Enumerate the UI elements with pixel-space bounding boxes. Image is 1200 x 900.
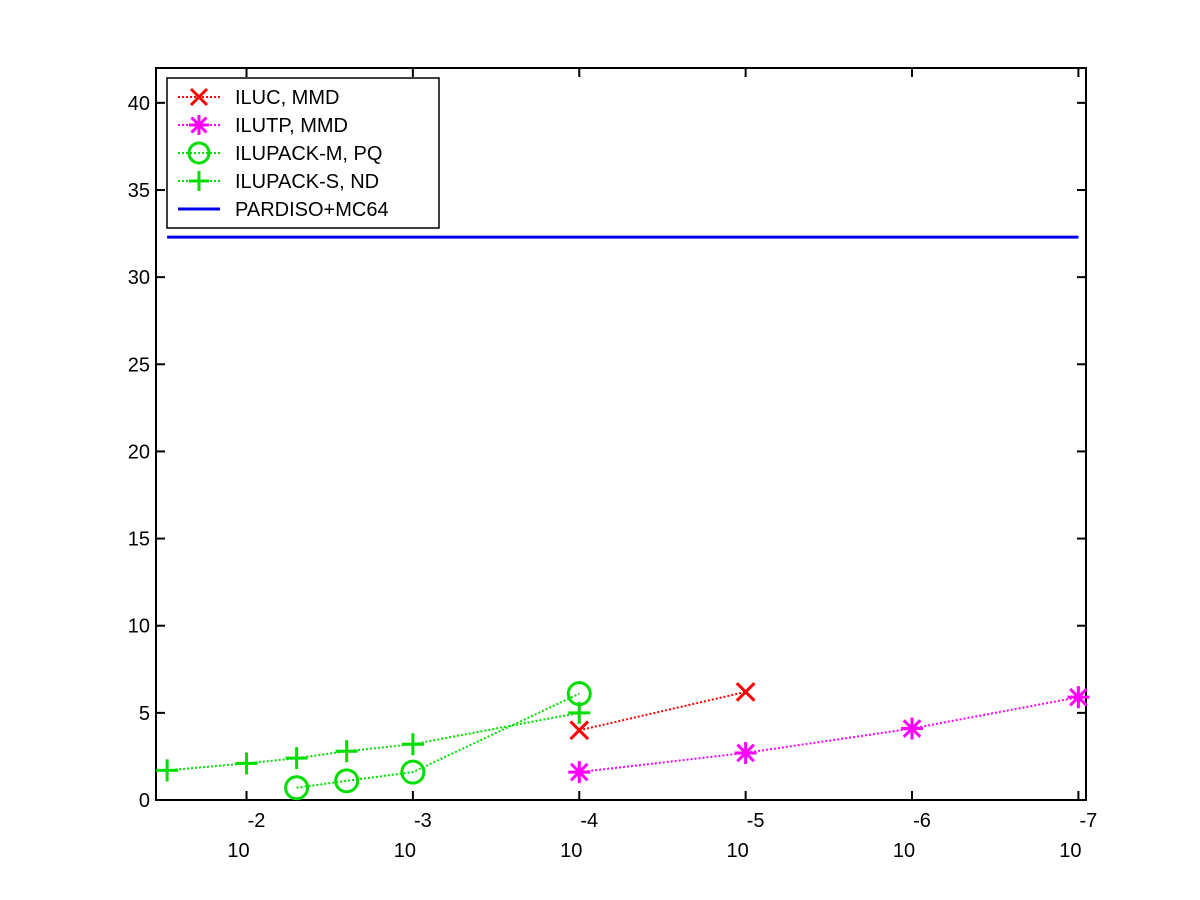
- legend-label: ILUPACK-M, PQ: [235, 143, 382, 165]
- y-tick-label: 40: [128, 93, 150, 115]
- data-point: [735, 682, 756, 702]
- x-tick-exponent: -5: [747, 810, 765, 832]
- legend: ILUC, MMD ILUTP, MMD ILUPACK-M, PQ ILUPACK-…: [166, 77, 440, 229]
- legend-marker: [189, 87, 209, 107]
- series-line: [579, 696, 1079, 774]
- data-point: [235, 752, 258, 775]
- data-point: [569, 720, 590, 741]
- axis-ticks: 0 5 10 15 20 25 30 35 40 10 -2 10 -3 10 -4 10 -5 10 -6 10 -7: [128, 68, 1097, 862]
- legend-label: ILUPACK-S, ND: [235, 171, 379, 193]
- x-tick-exponent: -3: [414, 810, 432, 832]
- data-point: [568, 761, 591, 784]
- x-tick-exponent: -4: [580, 810, 598, 832]
- data-point: [335, 740, 358, 763]
- x-tick-base: 10: [227, 840, 249, 862]
- data-point: [284, 775, 310, 801]
- y-tick-label: 30: [128, 267, 150, 289]
- legend-marker: [189, 115, 209, 135]
- x-tick-base: 10: [1059, 840, 1081, 862]
- legend-label: ILUTP, MMD: [235, 115, 348, 137]
- x-tick-exponent: -7: [1079, 810, 1097, 832]
- y-tick-label: 10: [128, 616, 150, 638]
- series-group: [156, 235, 1090, 801]
- y-tick-label: 15: [128, 529, 150, 551]
- data-point: [156, 759, 179, 782]
- y-tick-label: 5: [139, 703, 150, 725]
- x-tick-base: 10: [560, 840, 582, 862]
- data-point: [334, 768, 360, 794]
- legend-label: PARDISO+MC64: [235, 199, 389, 221]
- x-tick-base: 10: [394, 840, 416, 862]
- x-tick-base: 10: [893, 840, 915, 862]
- legend-label: ILUC, MMD: [235, 87, 339, 109]
- legend-marker: [187, 141, 211, 165]
- legend-marker: [189, 171, 209, 191]
- data-point: [901, 717, 924, 740]
- data-point: [401, 733, 424, 756]
- x-tick-exponent: -6: [913, 810, 931, 832]
- data-point: [734, 741, 757, 764]
- series-line: [579, 690, 746, 732]
- y-tick-label: 25: [128, 354, 150, 376]
- x-tick-base: 10: [727, 840, 749, 862]
- x-tick-exponent: -2: [248, 810, 266, 832]
- y-tick-label: 35: [128, 180, 150, 202]
- y-tick-label: 0: [139, 790, 150, 812]
- data-point: [285, 747, 308, 770]
- data-point: [400, 759, 426, 785]
- series-line: [296, 692, 580, 789]
- y-tick-label: 20: [128, 441, 150, 463]
- data-point: [568, 701, 591, 724]
- data-point: [1067, 686, 1090, 709]
- legend-box: [166, 77, 440, 229]
